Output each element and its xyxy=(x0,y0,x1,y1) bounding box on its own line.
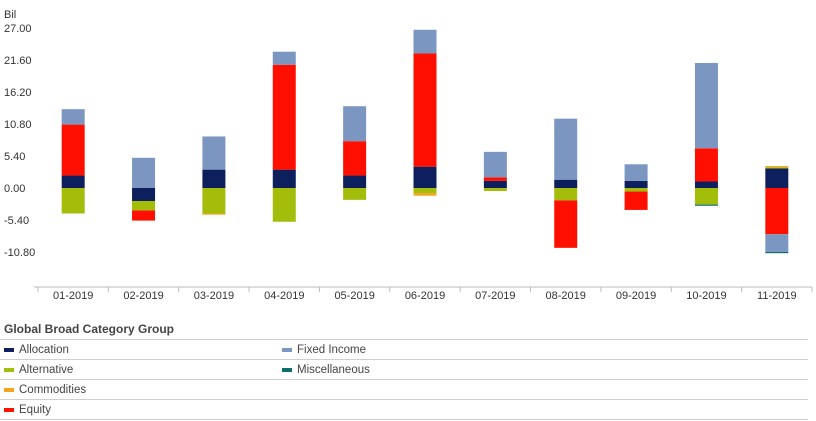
x-axis: 01-2019 02-2019 03-2019 04-2019 05-2019 06-20… xyxy=(34,286,813,302)
y-tick-label: -10.80 xyxy=(4,247,35,259)
bar-segment[interactable] xyxy=(624,191,648,210)
bar-segment[interactable] xyxy=(202,136,226,170)
stacked-bar-chart: Bil 27.00 21.60 16.20 10.80 5.40 0.00 -5.40 -10… xyxy=(4,9,813,302)
bar-segment[interactable] xyxy=(483,180,507,188)
legend-swatch xyxy=(282,367,292,372)
bar-segment[interactable] xyxy=(554,179,578,188)
legend-label: Alternative xyxy=(19,363,74,376)
bar-segment[interactable] xyxy=(694,62,718,149)
bar-segment[interactable] xyxy=(694,181,718,188)
bar-segment[interactable] xyxy=(483,188,507,191)
y-unit-label: Bil xyxy=(4,9,16,21)
bar-segment[interactable] xyxy=(765,252,789,254)
bar-segment[interactable] xyxy=(61,109,85,125)
bars-group xyxy=(61,29,789,254)
legend-row: Equity xyxy=(0,399,808,420)
bar-segment[interactable] xyxy=(413,166,437,188)
bar-segment[interactable] xyxy=(483,177,507,181)
legend-swatch xyxy=(4,367,14,372)
legend-label: Miscellaneous xyxy=(297,363,370,376)
bar-segment[interactable] xyxy=(413,188,437,194)
legend-item[interactable]: Fixed Income xyxy=(278,344,556,356)
x-tick-label: 11-2019 xyxy=(757,290,797,302)
x-tick-label: 07-2019 xyxy=(475,290,515,302)
bar-segment[interactable] xyxy=(765,188,789,235)
legend-label: Commodities xyxy=(19,383,87,396)
bar-segment[interactable] xyxy=(343,106,367,142)
bar-segment[interactable] xyxy=(61,124,85,176)
bar-segment[interactable] xyxy=(272,169,296,188)
bar-segment[interactable] xyxy=(272,51,296,65)
bar-segment[interactable] xyxy=(554,200,578,248)
legend-row: Commodities xyxy=(0,379,808,399)
legend-swatch xyxy=(4,407,14,412)
x-tick-label: 03-2019 xyxy=(194,290,234,302)
x-tick-label: 10-2019 xyxy=(686,290,726,302)
legend-row: Alternative Miscellaneous xyxy=(0,359,808,379)
bar-segment[interactable] xyxy=(765,234,789,252)
x-tick-label: 05-2019 xyxy=(334,290,374,302)
legend-swatch xyxy=(4,347,14,352)
legend-item[interactable]: Miscellaneous xyxy=(278,364,556,376)
bar-segment[interactable] xyxy=(554,118,578,180)
bar-segment[interactable] xyxy=(694,188,718,205)
bar-segment[interactable] xyxy=(272,188,296,222)
x-tick-label: 09-2019 xyxy=(616,290,656,302)
bar-segment[interactable] xyxy=(624,164,648,181)
legend-item[interactable]: Commodities xyxy=(0,384,278,396)
bar-segment[interactable] xyxy=(272,64,296,170)
bar-segment[interactable] xyxy=(765,166,789,168)
bar-segment[interactable] xyxy=(61,175,85,188)
x-tick-label: 08-2019 xyxy=(546,290,586,302)
bar-segment[interactable] xyxy=(132,210,156,221)
x-tick-label: 02-2019 xyxy=(123,290,163,302)
x-tick-label: 04-2019 xyxy=(264,290,304,302)
bar-segment[interactable] xyxy=(694,148,718,182)
legend-label: Allocation xyxy=(19,343,69,356)
bar-segment[interactable] xyxy=(343,141,367,176)
bar-segment[interactable] xyxy=(413,193,437,196)
y-tick-label: 0.00 xyxy=(4,183,25,195)
bar-segment[interactable] xyxy=(413,53,437,167)
bar-segment[interactable] xyxy=(483,151,507,178)
bar-segment[interactable] xyxy=(554,188,578,201)
y-tick-label: 10.80 xyxy=(4,119,32,131)
y-axis: 27.00 21.60 16.20 10.80 5.40 0.00 -5.40 -10.80 xyxy=(4,23,35,259)
bar-segment[interactable] xyxy=(202,188,226,214)
bar-segment[interactable] xyxy=(61,188,85,214)
bar-segment[interactable] xyxy=(202,169,226,188)
legend-item[interactable]: Alternative xyxy=(0,364,278,376)
bar-segment[interactable] xyxy=(765,167,789,169)
y-tick-label: -5.40 xyxy=(4,215,29,227)
legend-swatch xyxy=(282,347,292,352)
legend-title: Global Broad Category Group xyxy=(4,322,175,336)
legend-label: Fixed Income xyxy=(297,343,367,356)
legend-swatch xyxy=(4,387,14,392)
y-tick-label: 16.20 xyxy=(4,87,32,99)
legend-item[interactable]: Allocation xyxy=(0,344,278,356)
legend-rows: Allocation Fixed Income Alternative Miscell… xyxy=(0,339,808,420)
legend-row: Allocation Fixed Income xyxy=(0,339,808,359)
bar-segment[interactable] xyxy=(413,29,437,54)
bar-segment[interactable] xyxy=(624,180,648,188)
legend-item[interactable]: Equity xyxy=(0,404,278,416)
bar-segment[interactable] xyxy=(624,188,648,192)
bar-segment[interactable] xyxy=(132,188,156,202)
chart-area: Bil 27.00 21.60 16.20 10.80 5.40 0.00 -5.40 -10… xyxy=(4,9,813,302)
bar-segment[interactable] xyxy=(694,204,718,206)
x-tick-label: 06-2019 xyxy=(405,290,445,302)
bar-segment[interactable] xyxy=(765,168,789,188)
x-tick-label: 01-2019 xyxy=(53,290,93,302)
legend-label: Equity xyxy=(19,403,51,416)
bar-segment[interactable] xyxy=(343,175,367,188)
legend: Global Broad Category Group Allocation Fi… xyxy=(0,316,808,420)
y-tick-label: 27.00 xyxy=(4,23,32,35)
bar-segment[interactable] xyxy=(132,201,156,211)
y-tick-label: 5.40 xyxy=(4,151,25,163)
y-tick-label: 21.60 xyxy=(4,55,32,67)
bar-segment[interactable] xyxy=(132,157,156,188)
bar-segment[interactable] xyxy=(202,213,226,215)
bar-segment[interactable] xyxy=(343,188,367,200)
